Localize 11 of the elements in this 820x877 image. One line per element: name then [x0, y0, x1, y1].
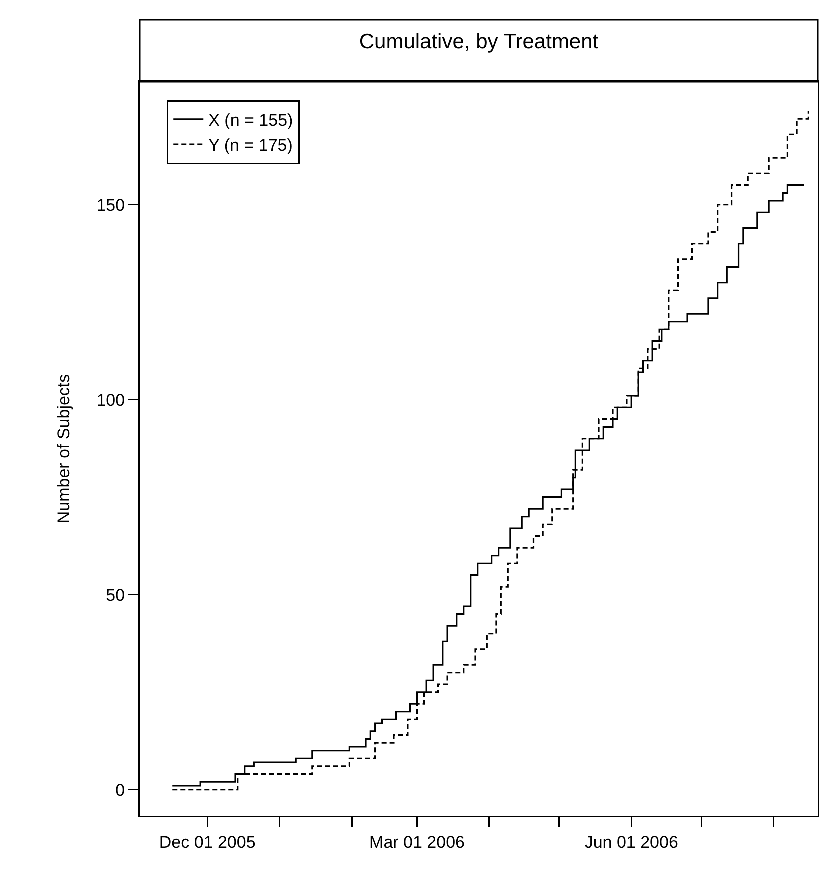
y-tick-label: 100: [96, 390, 126, 410]
y-tick-label: 50: [106, 586, 126, 605]
y-tick-label: 150: [96, 196, 126, 215]
legend-label: Y (n = 175): [208, 136, 293, 156]
legend-label: X (n = 155): [208, 111, 294, 130]
y-tick-label: 0: [116, 780, 126, 800]
x-tick-label: Jun 01 2006: [584, 832, 678, 852]
y-axis-title: Number of Subjects: [54, 374, 74, 524]
x-tick-label: Dec 01 2005: [159, 832, 256, 852]
x-tick-label: Mar 01 2006: [370, 832, 465, 852]
chart-title: Cumulative, by Treatment: [359, 30, 599, 54]
